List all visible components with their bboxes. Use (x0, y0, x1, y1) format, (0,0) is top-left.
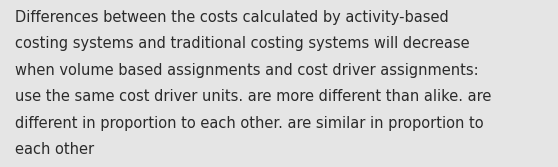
Text: Differences between the costs calculated by activity-based: Differences between the costs calculated… (15, 10, 449, 25)
Text: use the same cost driver units. are more different than alike. are: use the same cost driver units. are more… (15, 89, 492, 104)
Text: different in proportion to each other. are similar in proportion to: different in proportion to each other. a… (15, 116, 484, 131)
Text: costing systems and traditional costing systems will decrease: costing systems and traditional costing … (15, 36, 470, 51)
Text: each other: each other (15, 142, 94, 157)
Text: when volume based assignments and cost driver assignments:: when volume based assignments and cost d… (15, 63, 479, 78)
